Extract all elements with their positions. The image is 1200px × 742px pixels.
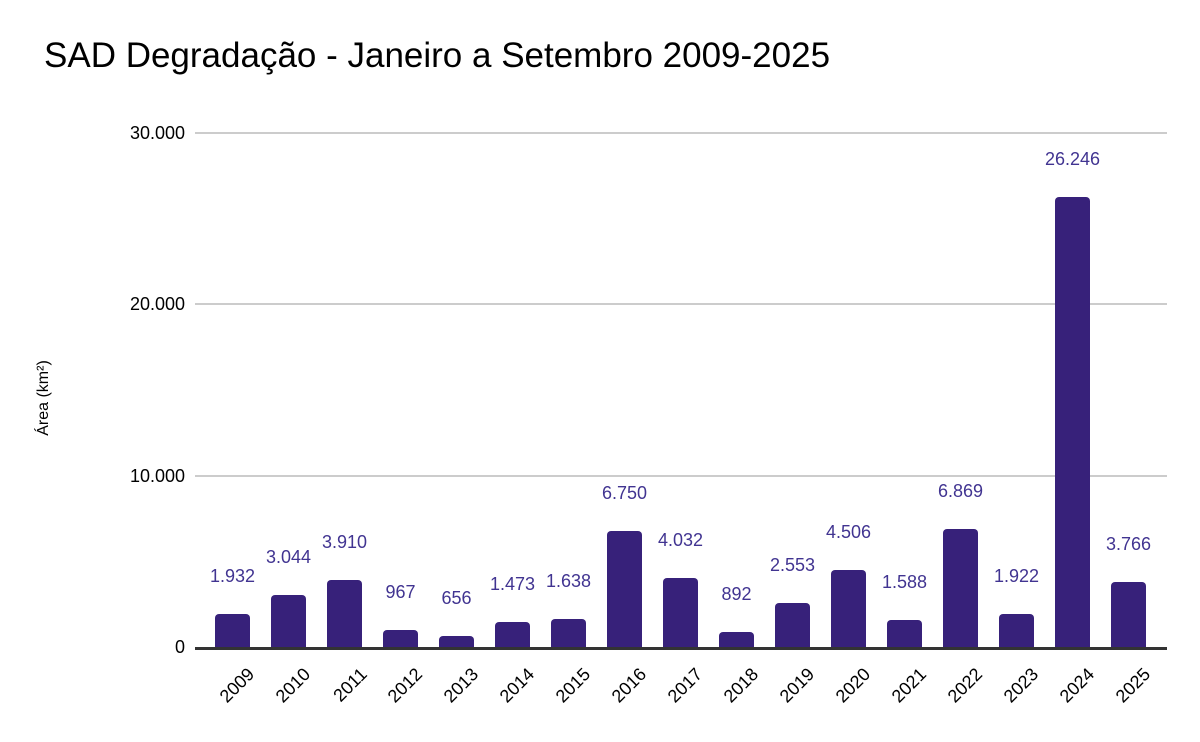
bar-value-label: 656	[441, 587, 472, 608]
bar-value-label: 892	[721, 583, 752, 604]
bar-2011[interactable]	[327, 580, 362, 647]
bar-2015[interactable]	[551, 618, 586, 647]
y-tick-label: 30.000	[129, 123, 185, 143]
bar-value-label: 1.473	[489, 573, 536, 594]
gridline	[195, 303, 1167, 306]
bar-value-label: 2.553	[769, 555, 816, 576]
bar-value-label: 3.766	[1105, 534, 1152, 555]
gridline	[195, 474, 1167, 477]
bar-value-label: 26.246	[1044, 149, 1101, 170]
bar-value-label: 4.032	[657, 529, 704, 550]
bar-value-label: 1.932	[209, 565, 256, 586]
bar-value-label: 1.922	[993, 566, 1040, 587]
x-tick-label: 2021	[888, 664, 931, 707]
bar-2022[interactable]	[943, 529, 978, 647]
bar-value-label: 3.910	[321, 532, 368, 552]
y-tick-label: 20.000	[129, 294, 185, 315]
bar-value-label: 6.869	[937, 481, 984, 502]
x-tick-label: 2025	[1112, 664, 1155, 707]
bar-2023[interactable]	[999, 614, 1034, 647]
y-tick-label: 10.000	[129, 465, 185, 486]
bar-value-label: 4.506	[825, 521, 872, 542]
x-tick-label: 2016	[608, 664, 651, 707]
y-tick-label: 0	[174, 637, 185, 657]
x-tick-label: 2018	[720, 664, 763, 707]
x-tick-label: 2024	[1056, 664, 1099, 707]
x-tick-label: 2012	[384, 664, 427, 707]
bar-2021[interactable]	[887, 619, 922, 647]
bar-value-label: 6.750	[601, 483, 648, 504]
x-tick-label: 2014	[496, 664, 539, 707]
bar-value-label: 1.588	[881, 571, 928, 592]
bar-value-label: 967	[385, 582, 416, 603]
bar-2016[interactable]	[607, 531, 642, 647]
x-tick-label: 2009	[216, 664, 259, 707]
gridline	[195, 132, 1167, 134]
bar-2018[interactable]	[719, 631, 754, 647]
x-tick-label: 2020	[832, 664, 875, 707]
x-tick-label: 2011	[329, 664, 371, 706]
bar-2009[interactable]	[215, 613, 250, 647]
x-tick-label: 2010	[272, 664, 315, 707]
bar-2010[interactable]	[271, 594, 306, 647]
bar-2020[interactable]	[831, 569, 866, 647]
bar-2012[interactable]	[383, 630, 418, 647]
y-axis-title: Área (km²)	[35, 360, 52, 436]
x-tick-label: 2023	[1000, 664, 1043, 707]
x-tick-label: 2013	[440, 664, 483, 707]
bar-2017[interactable]	[663, 577, 698, 647]
bar-value-label: 1.638	[545, 570, 592, 591]
bar-2013[interactable]	[439, 635, 474, 647]
x-tick-label: 2015	[552, 664, 595, 707]
bar-2014[interactable]	[495, 621, 530, 647]
x-tick-label: 2019	[776, 664, 819, 707]
chart-title: SAD Degradação - Janeiro a Setembro 2009…	[44, 36, 831, 75]
x-tick-label: 2017	[664, 664, 707, 707]
x-tick-label: 2022	[944, 664, 987, 707]
bar-2024[interactable]	[1055, 197, 1090, 647]
bar-2025[interactable]	[1111, 582, 1146, 647]
x-axis-line	[195, 647, 1167, 650]
bar-2019[interactable]	[775, 603, 810, 647]
bar-value-label: 3.044	[265, 546, 312, 567]
